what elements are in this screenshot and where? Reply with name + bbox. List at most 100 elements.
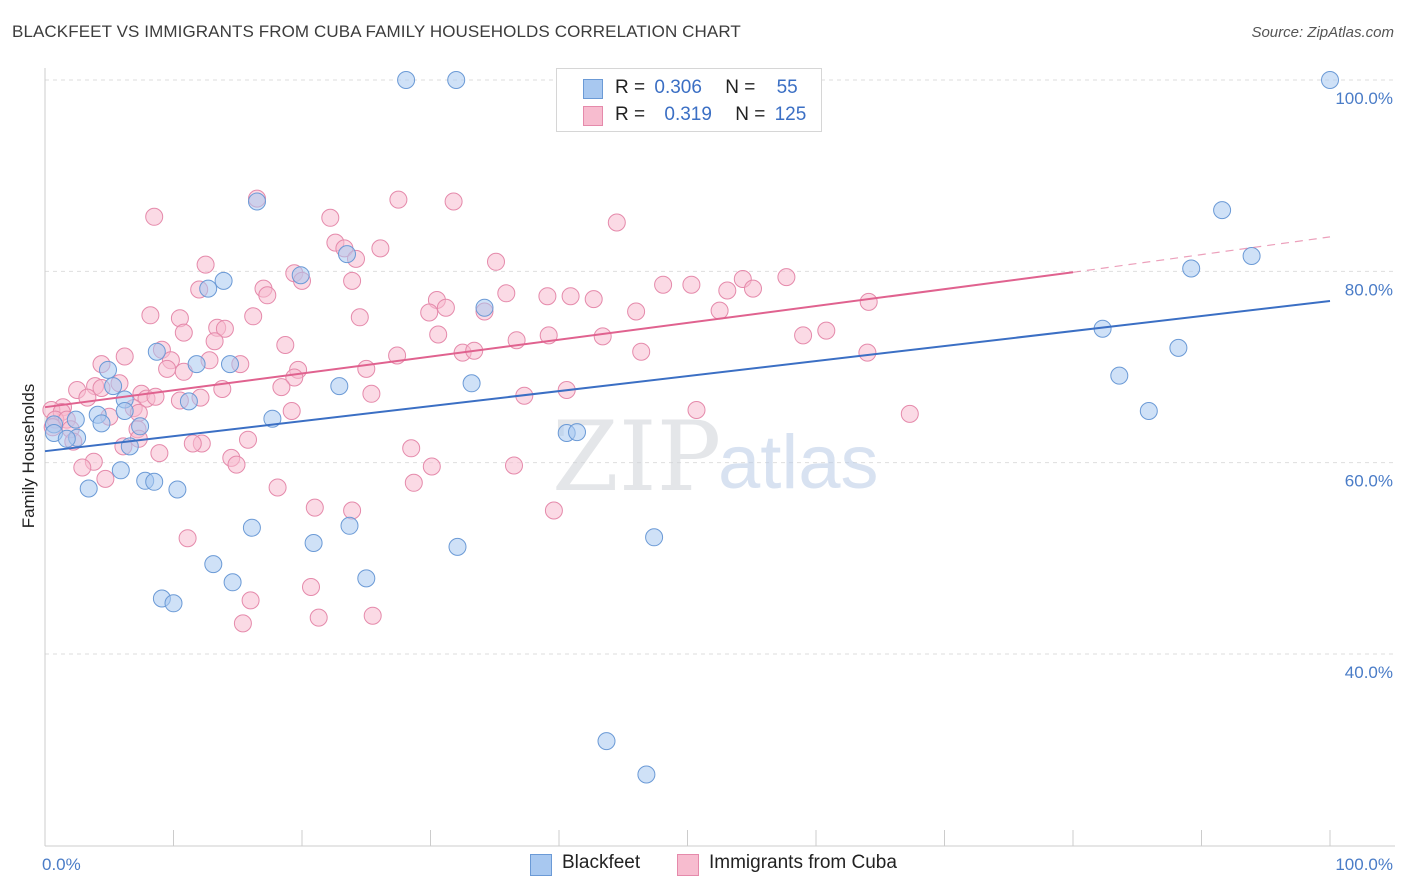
legend-n-label: N = [725,77,756,98]
legend-swatch-cuba [583,106,603,126]
point-cuba [371,239,390,258]
point-cuba [150,444,169,463]
point-cuba [444,192,463,211]
point-blackfeet [447,71,466,89]
point-cuba [710,301,729,320]
point-cuba [196,255,215,274]
point-blackfeet [397,71,416,89]
legend-r-value: 0.306 [654,77,702,98]
data-points [42,71,1339,784]
point-cuba [794,326,813,345]
point-blackfeet [147,342,166,361]
point-cuba [174,323,193,342]
point-blackfeet [568,423,586,442]
point-blackfeet [145,472,164,491]
trend-line-cuba [44,271,1074,409]
bottom-legend-swatch-cuba [677,854,699,876]
point-blackfeet [475,298,494,317]
point-cuba [268,478,287,497]
point-cuba [900,404,919,423]
y-axis-label: Family Households [19,384,38,529]
point-cuba [241,591,260,610]
point-cuba [96,469,115,488]
point-blackfeet [111,461,130,480]
point-blackfeet [462,374,481,393]
point-cuba [744,279,762,298]
point-cuba [436,298,455,317]
point-cuba [858,343,877,362]
point-blackfeet [1169,338,1188,357]
point-blackfeet [164,594,183,613]
point-cuba [632,342,651,361]
point-cuba [654,275,673,294]
point-blackfeet [330,377,349,396]
point-blackfeet [104,377,123,396]
point-cuba [363,606,382,625]
x-tick-label: 100.0% [1335,855,1393,874]
point-cuba [593,327,612,346]
point-cuba [178,529,197,548]
point-blackfeet [263,409,282,428]
point-blackfeet [204,555,223,574]
point-cuba [561,287,580,306]
legend-n-value: 55 [776,77,798,98]
point-blackfeet [357,569,376,588]
point-cuba [309,608,328,627]
trend-line-blackfeet [44,299,1331,453]
point-blackfeet [221,355,239,374]
trend-lines [44,236,1331,453]
point-cuba [487,252,505,271]
point-cuba [205,332,224,351]
point-cuba [420,303,439,322]
point-blackfeet [168,480,187,499]
point-cuba [538,287,557,306]
point-cuba [305,498,324,517]
legend-r-label: R = [615,104,646,125]
legend-swatch-blackfeet [583,79,603,99]
point-blackfeet [304,534,323,552]
point-blackfeet [597,732,616,751]
point-cuba [158,359,177,378]
point-cuba [239,430,257,449]
axes [44,68,1395,847]
point-cuba [183,434,202,453]
point-blackfeet [448,537,467,556]
y-tick-label: 100.0% [1335,89,1393,108]
point-cuba [402,439,421,458]
point-blackfeet [131,417,150,436]
point-cuba [215,319,234,338]
point-blackfeet [99,360,117,379]
point-cuba [78,388,97,407]
point-blackfeet [1213,201,1232,220]
chart-source: Source: ZipAtlas.com [1251,24,1394,41]
point-cuba [859,292,878,311]
y-tick-label: 40.0% [1345,663,1393,682]
point-cuba [282,402,301,420]
x-tick-label: 0.0% [42,855,81,874]
point-cuba [607,213,626,232]
point-blackfeet [1110,366,1129,385]
point-cuba [302,578,320,596]
trend-line-cuba-extension [1072,236,1331,273]
point-cuba [777,268,796,287]
point-cuba [544,501,563,520]
point-blackfeet [199,279,218,298]
point-blackfeet [187,355,206,374]
point-cuba [817,321,836,340]
watermark: ZIP atlas [552,401,879,513]
point-cuba [276,336,295,354]
bottom-legend-label-cuba: Immigrants from Cuba [709,852,897,873]
point-cuba [404,473,423,492]
point-blackfeet [79,479,98,498]
legend-r-label: R = [615,77,646,98]
y-tick-label: 80.0% [1345,280,1393,299]
point-cuba [422,457,441,476]
point-blackfeet [291,266,310,285]
point-blackfeet [637,765,656,784]
point-cuba [73,458,92,477]
point-cuba [145,207,164,226]
watermark-zip: ZIP [552,401,721,513]
point-blackfeet [57,429,76,448]
point-cuba [227,455,246,474]
point-cuba [357,359,376,378]
